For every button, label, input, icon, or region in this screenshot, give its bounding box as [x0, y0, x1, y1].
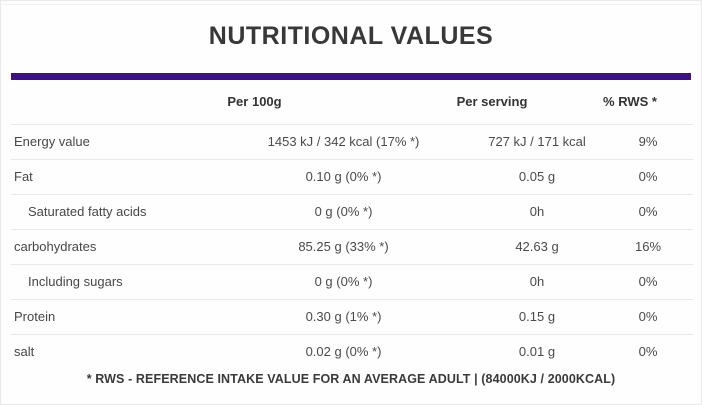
- column-header-per-serving: Per serving: [457, 80, 613, 125]
- table-row-sugars: Including sugars 0 g (0% *) 0h 0%: [11, 264, 693, 300]
- column-header-empty: [11, 80, 226, 125]
- value-rws: 9%: [613, 124, 693, 160]
- column-header-per-100g: Per 100g: [226, 80, 461, 125]
- value-per-100g: 0 g (0% *): [226, 194, 461, 230]
- value-per-100g: 0.30 g (1% *): [226, 299, 461, 335]
- value-per-serving: 0.05 g: [461, 159, 613, 195]
- nutrition-table: Per 100g Per serving % RWS * Energy valu…: [11, 80, 693, 369]
- table-row-energy: Energy value 1453 kJ / 342 kcal (17% *) …: [11, 124, 693, 160]
- row-label: Energy value: [11, 124, 226, 160]
- column-header-rws: % RWS *: [603, 80, 693, 125]
- table-row-saturated-fat: Saturated fatty acids 0 g (0% *) 0h 0%: [11, 194, 693, 230]
- value-rws: 0%: [613, 264, 693, 300]
- row-label: Including sugars: [11, 264, 226, 300]
- value-per-serving: 42.63 g: [461, 229, 613, 265]
- value-rws: 0%: [613, 299, 693, 335]
- value-per-100g: 0.10 g (0% *): [226, 159, 461, 195]
- value-rws: 0%: [613, 159, 693, 195]
- row-label: Protein: [11, 299, 226, 335]
- table-row-fat: Fat 0.10 g (0% *) 0.05 g 0%: [11, 159, 693, 195]
- row-label: Saturated fatty acids: [11, 194, 226, 230]
- row-label: Fat: [11, 159, 226, 195]
- table-row-salt: salt 0.02 g (0% *) 0.01 g 0%: [11, 334, 693, 369]
- value-per-serving: 0h: [461, 264, 613, 300]
- value-per-serving: 0h: [461, 194, 613, 230]
- value-rws: 0%: [613, 194, 693, 230]
- value-per-serving: 727 kJ / 171 kcal: [461, 124, 613, 160]
- value-per-100g: 0 g (0% *): [226, 264, 461, 300]
- value-per-100g: 85.25 g (33% *): [226, 229, 461, 265]
- value-per-100g: 0.02 g (0% *): [305, 344, 382, 360]
- table-header-row: Per 100g Per serving % RWS *: [11, 80, 693, 125]
- row-label: salt: [14, 344, 35, 360]
- value-per-100g: 1453 kJ / 342 kcal (17% *): [226, 124, 461, 160]
- value-rws: 16%: [613, 229, 693, 265]
- value-rws: 0%: [638, 344, 658, 360]
- table-row-protein: Protein 0.30 g (1% *) 0.15 g 0%: [11, 299, 693, 335]
- value-per-serving: 0.01 g: [518, 344, 556, 360]
- page-title: NUTRITIONAL VALUES: [208, 22, 494, 50]
- table-row-carbohydrates: carbohydrates 85.25 g (33% *) 42.63 g 16…: [11, 229, 693, 265]
- value-per-serving: 0.15 g: [461, 299, 613, 335]
- row-label: carbohydrates: [11, 229, 226, 265]
- rws-footnote: * RWS - REFERENCE INTAKE VALUE FOR AN AV…: [86, 372, 616, 386]
- accent-divider-bar: [11, 73, 691, 80]
